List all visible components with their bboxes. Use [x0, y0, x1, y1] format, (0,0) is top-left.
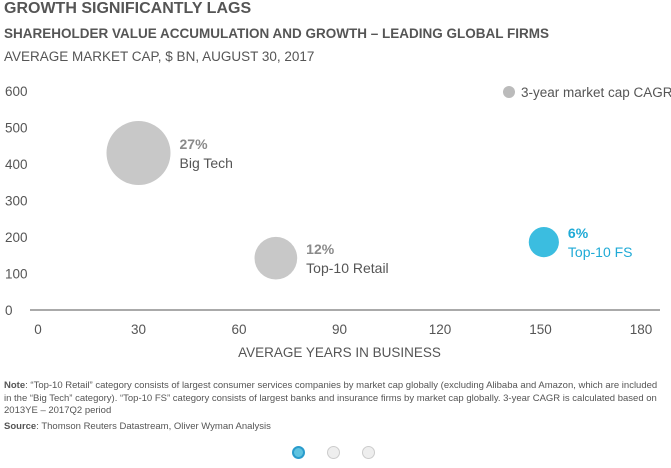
y-tick-label: 600: [5, 84, 28, 99]
note-text: : “Top-10 Retail” category consists of l…: [4, 380, 658, 416]
bubble-name-label: Top-10 FS: [568, 244, 633, 260]
x-tick-label: 30: [131, 322, 146, 337]
bubble-cagr-label: 12%: [306, 241, 335, 257]
pagination: [292, 446, 375, 459]
source-label: Source: [4, 421, 37, 432]
x-tick-label: 120: [429, 322, 452, 337]
y-tick-label: 500: [5, 121, 28, 136]
y-tick-label: 200: [5, 230, 28, 245]
chart-note: Note: “Top-10 Retail” category consists …: [4, 380, 666, 418]
x-tick-label: 60: [231, 322, 246, 337]
bubble-top-10-fs: [528, 227, 559, 258]
y-tick-label: 0: [5, 303, 13, 318]
x-tick-label: 90: [332, 322, 347, 337]
x-axis-label: AVERAGE YEARS IN BUSINESS: [238, 345, 441, 360]
chart-source: Source: Thomson Reuters Datastream, Oliv…: [4, 421, 271, 432]
bubble-name-label: Big Tech: [180, 155, 233, 171]
chart-subtitle: SHAREHOLDER VALUE ACCUMULATION AND GROWT…: [4, 26, 549, 41]
bubble-cagr-label: 27%: [180, 136, 209, 152]
bubble-big-tech: [106, 121, 171, 186]
x-tick-label: 150: [529, 322, 552, 337]
y-tick-label: 400: [5, 157, 28, 172]
legend-marker: [503, 86, 515, 98]
bubble-chart: 0 100 200 300 400 500 600 0 30 60 90 120 150 180 AVERA…: [5, 84, 671, 360]
source-text: : Thomson Reuters Datastream, Oliver Wym…: [36, 421, 271, 432]
page-dot-2[interactable]: [327, 446, 340, 459]
bubble-top-10-retail: [254, 236, 298, 280]
note-label: Note: [4, 380, 26, 391]
chart-title: AVERAGE MARKET CAP, $ BN, AUGUST 30, 201…: [4, 49, 315, 64]
page-title: GROWTH SIGNIFICANTLY LAGS: [4, 0, 252, 17]
x-tick-label: 0: [34, 322, 42, 337]
legend-label: 3-year market cap CAGR: [521, 85, 671, 100]
page-dot-3[interactable]: [362, 446, 375, 459]
x-tick-label: 180: [630, 322, 653, 337]
bubble-name-label: Top-10 Retail: [306, 260, 389, 276]
y-tick-label: 300: [5, 194, 28, 209]
y-tick-label: 100: [5, 267, 28, 282]
page-dot-1[interactable]: [292, 446, 305, 459]
bubble-cagr-label: 6%: [568, 225, 589, 241]
